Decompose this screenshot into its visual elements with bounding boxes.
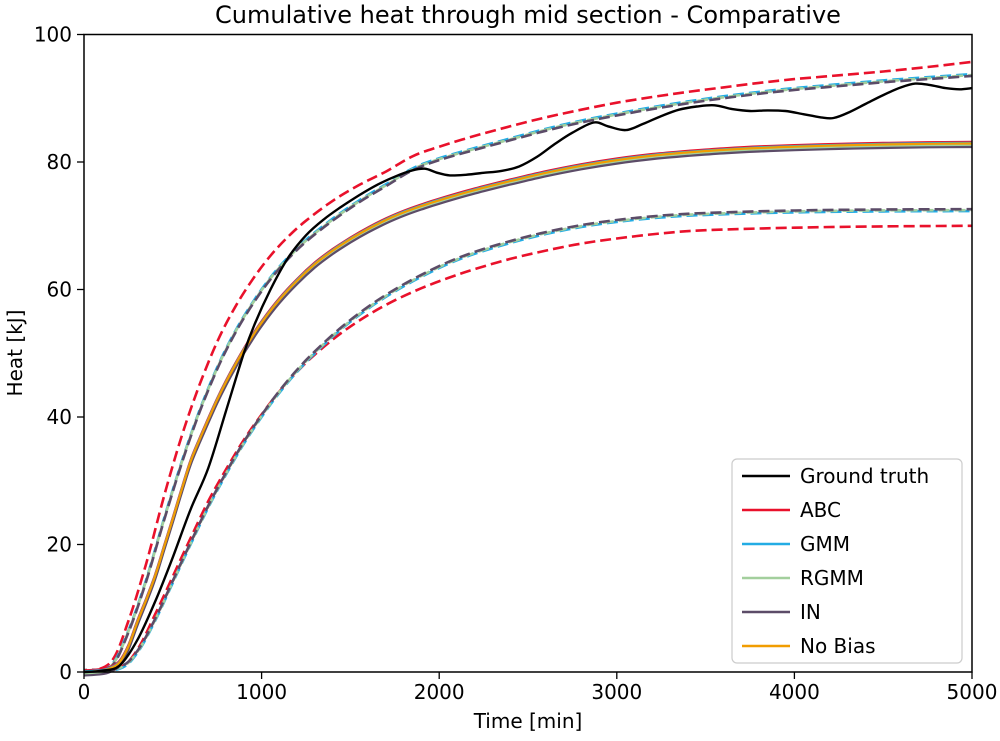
legend-label-in: IN (800, 600, 821, 624)
x-axis-label: Time [min] (473, 709, 583, 733)
y-tick-label: 60 (47, 278, 72, 302)
x-tick-label: 5000 (947, 680, 998, 704)
legend-label-abc: ABC (800, 498, 841, 522)
y-tick-label: 40 (47, 405, 72, 429)
series-in-mean-line (83, 145, 973, 677)
series-in-upper-bound-line (83, 74, 973, 676)
x-tick-label: 1000 (236, 680, 287, 704)
plot-border (83, 33, 973, 673)
series-abc-upper-bound-line (83, 60, 973, 674)
series-abc-lower-bound-line (83, 224, 973, 674)
x-tick-label: 2000 (414, 680, 465, 704)
series-ground-truth-line (83, 82, 973, 674)
series-nobias-mean-line (83, 142, 973, 674)
x-tick-label: 3000 (591, 680, 642, 704)
plot-series-layer (83, 60, 973, 677)
series-rgmm-lower-bound-line (83, 208, 973, 673)
y-tick-label: 0 (59, 660, 72, 684)
y-tick-label: 100 (34, 23, 72, 47)
legend-label-ground-truth: Ground truth (800, 464, 929, 488)
series-rgmm-upper-bound-line (83, 73, 973, 675)
legend-label-rgmm: RGMM (800, 566, 864, 590)
x-axis-ticks: 0 1000 2000 3000 4000 5000 (78, 672, 998, 704)
x-tick-label: 0 (78, 680, 91, 704)
y-axis-ticks: 0 20 40 60 80 100 (34, 23, 84, 684)
legend-box (731, 458, 963, 664)
legend-label-no-bias: No Bias (800, 634, 876, 658)
y-tick-label: 80 (47, 150, 72, 174)
x-tick-label: 4000 (769, 680, 820, 704)
series-in-lower-bound-line (83, 207, 973, 672)
legend: Ground truth ABC GMM RGMM IN No Bias (731, 458, 963, 664)
legend-label-gmm: GMM (800, 532, 850, 556)
y-axis-label: Heat [kJ] (3, 310, 27, 397)
chart-title: Cumulative heat through mid section - Co… (215, 1, 841, 29)
y-tick-label: 20 (47, 533, 72, 557)
